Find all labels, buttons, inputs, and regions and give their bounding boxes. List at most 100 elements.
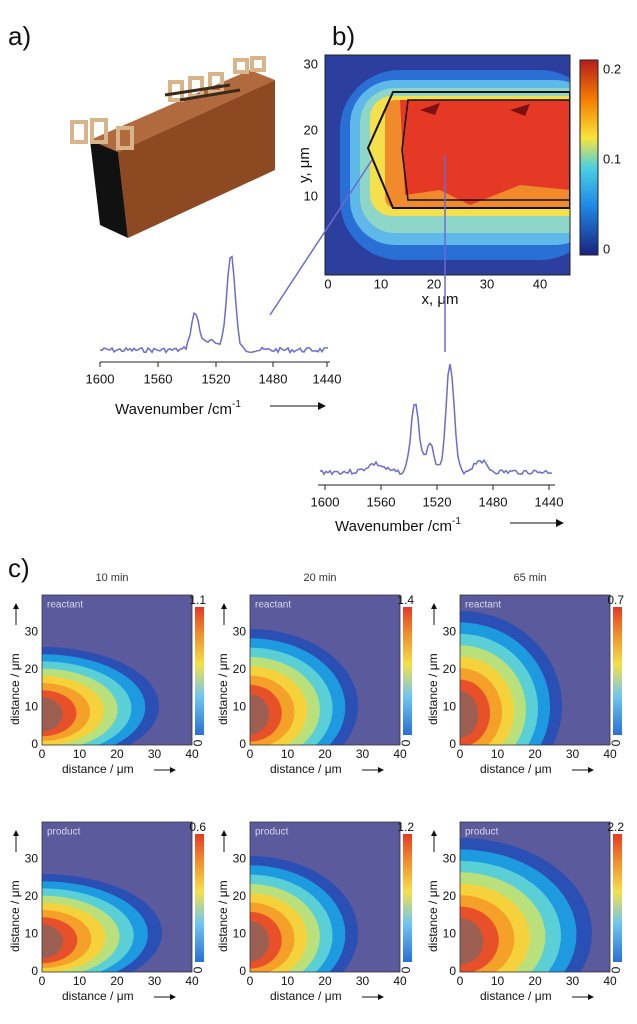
x-tick-label: 0 bbox=[324, 276, 331, 291]
y-tick-label: 10 bbox=[25, 927, 39, 941]
arrow bbox=[378, 994, 384, 1000]
x-tick-label: 10 bbox=[73, 974, 87, 988]
plot-frame bbox=[459, 821, 611, 973]
contour bbox=[42, 924, 64, 959]
catalyst-block bbox=[70, 56, 275, 238]
x-tick-label: 1480 bbox=[479, 494, 508, 509]
contour bbox=[250, 694, 270, 735]
y-tick-label: 30 bbox=[25, 852, 39, 866]
colorbar-max: 0.6 bbox=[189, 820, 206, 834]
x-tick-label: 30 bbox=[566, 747, 580, 761]
y-axis-label: distance / μm bbox=[216, 653, 230, 725]
y-tick-label: 20 bbox=[304, 122, 318, 137]
arrow bbox=[318, 402, 326, 410]
x-tick-label: 10 bbox=[281, 747, 295, 761]
x-tick-label: 0 bbox=[39, 974, 46, 988]
y-tick-label: 10 bbox=[25, 700, 39, 714]
x-tick-label: 20 bbox=[528, 974, 542, 988]
colorbar-max: 1.4 bbox=[397, 593, 414, 607]
connector bbox=[269, 159, 373, 316]
x-tick-label: 20 bbox=[318, 974, 332, 988]
column-title: 65 min bbox=[513, 572, 546, 584]
colorbar-max: 2.2 bbox=[607, 820, 624, 834]
x-tick-label: 40 bbox=[603, 747, 617, 761]
x-axis-label: distance / μm bbox=[480, 989, 552, 1003]
y-tick-label: 10 bbox=[443, 700, 457, 714]
y-tick-label: 10 bbox=[233, 927, 247, 941]
y-axis-label: distance / μm bbox=[8, 880, 22, 952]
x-tick-label: 10 bbox=[73, 747, 87, 761]
x-tick-label: 40 bbox=[533, 276, 547, 291]
arrow bbox=[588, 994, 594, 1000]
map-label: product bbox=[255, 827, 289, 838]
colorbar-min: 0 bbox=[399, 739, 413, 746]
y-axis-label: distance / μm bbox=[426, 653, 440, 725]
y-tick-label: 10 bbox=[443, 927, 457, 941]
contour-map bbox=[42, 822, 192, 972]
arrow bbox=[588, 767, 594, 773]
contour bbox=[460, 918, 484, 965]
x-tick-label: 0 bbox=[39, 747, 46, 761]
colorbar bbox=[195, 834, 204, 962]
y-tick-label: 20 bbox=[25, 889, 39, 903]
y-tick-label: 20 bbox=[443, 889, 457, 903]
contour-map bbox=[460, 822, 610, 972]
y-tick-label: 10 bbox=[233, 700, 247, 714]
x-tick-label: 10 bbox=[491, 974, 505, 988]
x-tick-label: 40 bbox=[393, 974, 407, 988]
x-tick-label: 40 bbox=[603, 974, 617, 988]
contour-map bbox=[42, 595, 192, 745]
spectrum-a bbox=[99, 255, 329, 354]
y-tick-label: 30 bbox=[233, 852, 247, 866]
plot-frame bbox=[324, 54, 571, 276]
contour bbox=[250, 921, 270, 962]
x-tick-label: 30 bbox=[480, 276, 494, 291]
x-tick-label: 10 bbox=[281, 974, 295, 988]
x-tick-label: 1520 bbox=[423, 494, 452, 509]
plot-frame bbox=[459, 594, 611, 746]
x-axis-label: x, μm bbox=[422, 291, 459, 308]
x-axis-label: distance / μm bbox=[270, 762, 342, 776]
y-tick-label: 20 bbox=[443, 662, 457, 676]
x-tick-label: 1560 bbox=[144, 371, 173, 386]
arrow bbox=[170, 767, 176, 773]
column-title: 20 min bbox=[303, 572, 336, 584]
x-tick-label: 30 bbox=[356, 747, 370, 761]
x-tick-label: 20 bbox=[528, 747, 542, 761]
map-label: reactant bbox=[465, 600, 501, 611]
colorbar-min: 0 bbox=[191, 739, 205, 746]
y-axis-label: distance / μm bbox=[426, 880, 440, 952]
colorbar bbox=[403, 834, 412, 962]
colorbar-min: 0 bbox=[191, 966, 205, 973]
y-axis-label: y, μm bbox=[296, 147, 313, 183]
colorbar-max: 1.2 bbox=[397, 820, 414, 834]
arrow bbox=[221, 603, 227, 609]
panel-label: a) bbox=[8, 21, 31, 51]
colorbar-min: 0 bbox=[399, 966, 413, 973]
y-tick-label: 20 bbox=[233, 662, 247, 676]
plot-frame bbox=[41, 594, 193, 746]
colorbar bbox=[195, 607, 204, 735]
x-tick-label: 20 bbox=[110, 747, 124, 761]
colorbar-label: 0 bbox=[603, 241, 610, 256]
colorbar-min: 0 bbox=[609, 966, 623, 973]
arrow bbox=[431, 830, 437, 836]
colorbar-min: 0 bbox=[609, 739, 623, 746]
map-label: product bbox=[465, 827, 499, 838]
x-tick-label: 1600 bbox=[311, 494, 340, 509]
x-axis-label: Wavenumber /cm-1 bbox=[115, 399, 241, 418]
x-tick-label: 0 bbox=[457, 974, 464, 988]
colorbar-max: 0.7 bbox=[607, 593, 624, 607]
contour bbox=[42, 697, 63, 732]
contour-map bbox=[250, 595, 400, 745]
x-tick-label: 1440 bbox=[313, 371, 342, 386]
plot-frame bbox=[249, 594, 401, 746]
panel-label: b) bbox=[332, 21, 355, 51]
x-tick-label: 40 bbox=[185, 747, 199, 761]
colorbar-max: 1.1 bbox=[189, 593, 206, 607]
contour-map bbox=[250, 822, 400, 972]
colorbar-label: 0.1 bbox=[603, 151, 621, 166]
y-tick-label: 20 bbox=[25, 662, 39, 676]
map-label: reactant bbox=[255, 600, 291, 611]
heatmap bbox=[325, 55, 570, 275]
